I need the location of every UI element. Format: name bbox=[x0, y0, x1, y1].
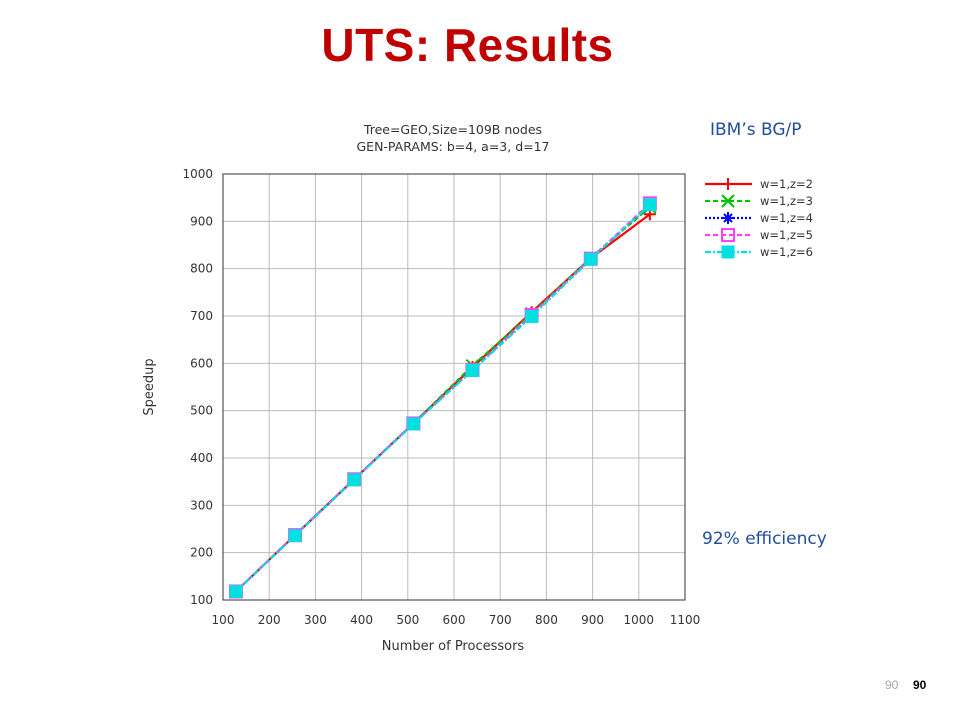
x-tick-label: 900 bbox=[581, 613, 604, 627]
y-tick-label: 500 bbox=[190, 404, 213, 418]
legend-entry: w=1,z=5 bbox=[705, 228, 813, 242]
legend-marker bbox=[722, 212, 734, 224]
x-tick-label: 1100 bbox=[670, 613, 701, 627]
y-tick-label: 100 bbox=[190, 593, 213, 607]
slide-title: UTS: Results bbox=[321, 19, 614, 71]
legend-label: w=1,z=2 bbox=[760, 177, 813, 191]
legend-label: w=1,z=3 bbox=[760, 194, 813, 208]
legend-label: w=1,z=5 bbox=[760, 228, 813, 242]
data-point bbox=[525, 309, 539, 323]
x-tick-label: 300 bbox=[304, 613, 327, 627]
chart-title-line2: GEN-PARAMS: b=4, a=3, d=17 bbox=[356, 139, 549, 154]
page-number-bold: 90 bbox=[913, 678, 927, 692]
legend-entry: w=1,z=6 bbox=[705, 245, 813, 259]
legend-marker bbox=[721, 245, 735, 259]
y-tick-label: 800 bbox=[190, 262, 213, 276]
legend-label: w=1,z=6 bbox=[760, 245, 813, 259]
data-point bbox=[406, 417, 420, 431]
y-tick-label: 200 bbox=[190, 546, 213, 560]
y-tick-label: 1000 bbox=[182, 167, 213, 181]
data-point bbox=[288, 529, 302, 543]
y-tick-label: 700 bbox=[190, 309, 213, 323]
legend-entry: w=1,z=4 bbox=[705, 211, 813, 225]
platform-annotation: IBM’s BG/P bbox=[710, 120, 802, 140]
series-line bbox=[235, 203, 651, 593]
axis-ticks: 100 200 300 400 500 600 700 800 900 1000 1100 100 20… bbox=[182, 167, 700, 627]
x-tick-label: 500 bbox=[396, 613, 419, 627]
x-tick-label: 100 bbox=[212, 613, 235, 627]
data-point bbox=[465, 363, 479, 377]
legend-marker bbox=[722, 178, 734, 190]
data-point bbox=[347, 473, 361, 487]
x-tick-label: 800 bbox=[535, 613, 558, 627]
legend-entry: w=1,z=3 bbox=[705, 194, 813, 208]
series-lines bbox=[228, 196, 657, 599]
efficiency-annotation: 92% efficiency bbox=[702, 529, 827, 549]
chart-title-line1: Tree=GEO,Size=109B nodes bbox=[363, 122, 542, 137]
legend-marker bbox=[721, 228, 735, 242]
y-tick-label: 300 bbox=[190, 498, 213, 512]
plot-frame bbox=[222, 173, 686, 601]
series-5 bbox=[229, 198, 657, 598]
x-tick-label: 200 bbox=[258, 613, 281, 627]
y-tick-label: 900 bbox=[190, 214, 213, 228]
marker-stroke bbox=[723, 213, 733, 223]
data-point bbox=[229, 584, 243, 598]
y-axis-title: Speedup bbox=[142, 358, 157, 415]
legend: w=1,z=2 w=1,z=3 w=1,z=4 w=1,z=5 w=1,z=6 bbox=[705, 177, 813, 259]
x-tick-label: 1000 bbox=[624, 613, 655, 627]
x-axis-title: Number of Processors bbox=[382, 639, 525, 654]
x-tick-label: 400 bbox=[350, 613, 373, 627]
legend-marker bbox=[721, 194, 735, 208]
y-tick-label: 600 bbox=[190, 356, 213, 370]
data-point bbox=[584, 252, 598, 266]
page-number-light: 90 bbox=[885, 678, 899, 692]
data-point bbox=[643, 198, 657, 212]
legend-entry: w=1,z=2 bbox=[705, 177, 813, 191]
x-tick-label: 700 bbox=[489, 613, 512, 627]
x-tick-label: 600 bbox=[443, 613, 466, 627]
legend-label: w=1,z=4 bbox=[760, 211, 813, 225]
y-tick-label: 400 bbox=[190, 451, 213, 465]
marker-stroke bbox=[721, 194, 735, 208]
